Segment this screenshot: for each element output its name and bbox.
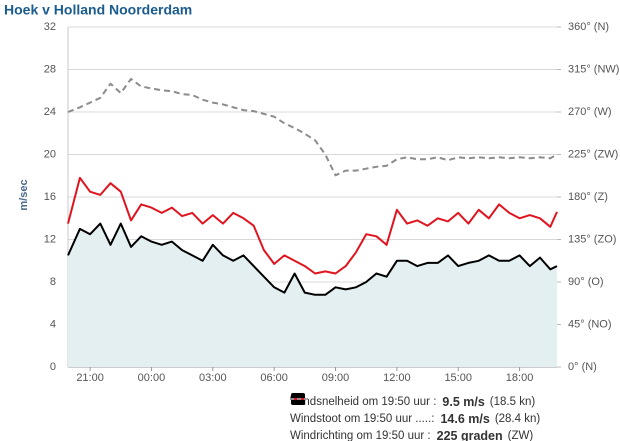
legend: Windsnelheid om 19:50 uur : 9.5 m/s (18.5 … (290, 393, 618, 441)
y-tick-label: 16 (44, 191, 56, 203)
x-tick-label: 18:00 (506, 372, 534, 384)
y-tick-label: 0 (50, 361, 56, 373)
legend-value: 225 graden (436, 428, 503, 441)
y-tick-label: 20 (44, 148, 56, 160)
x-tick-label: 03:00 (199, 372, 227, 384)
legend-note: (ZW) (507, 429, 534, 441)
x-tick-label: 15:00 (444, 372, 472, 384)
y-tick-label: 28 (44, 63, 56, 75)
legend-item: Windsnelheid om 19:50 uur : 9.5 m/s (18.5 … (290, 393, 618, 410)
area (68, 223, 557, 367)
y-tick-label: 32 (44, 21, 56, 33)
legend-item: Windrichting om 19:50 uur : 225 graden (ZW… (290, 398, 618, 441)
y2-tick-label: 360° (N) (568, 21, 609, 33)
y-axis-label: m/sec (18, 179, 30, 210)
y2-tick-label: 135° (ZO) (568, 233, 616, 245)
y2-tick-label: 180° (Z) (568, 191, 608, 203)
x-tick-label: 06:00 (260, 372, 288, 384)
x-tick-label: 21:00 (76, 372, 104, 384)
x-tick-label: 12:00 (383, 372, 411, 384)
series-line (67, 222, 558, 296)
y2-tick-label: 0° (N) (568, 361, 597, 373)
y2-tick-label: 270° (W) (568, 106, 612, 118)
y-tick-label: 12 (44, 233, 56, 245)
series-line (67, 176, 558, 275)
y2-tick-label: 45° (NO) (568, 318, 612, 330)
legend-label: Windsnelheid om 19:50 uur : (290, 395, 437, 408)
y-tick-label: 8 (50, 276, 56, 288)
y2-tick-label: 90° (O) (568, 276, 604, 288)
x-tick-label: 09:00 (322, 372, 350, 384)
x-tick-label: 00:00 (138, 372, 166, 384)
y2-tick-label: 225° (ZW) (568, 148, 618, 160)
legend-value: 14.6 m/s (440, 411, 490, 426)
legend-note: (28.4 kn) (494, 412, 541, 425)
chart-title: Hoek v Holland Noorderdam (4, 2, 192, 18)
y-tick-label: 4 (50, 318, 56, 330)
legend-label: Windrichting om 19:50 uur : (290, 429, 431, 441)
y-tick-label: 24 (44, 106, 56, 118)
legend-note: (18.5 kn) (489, 395, 536, 408)
y2-tick-label: 315° (NW) (568, 63, 619, 75)
legend-value: 9.5 m/s (442, 394, 485, 409)
series-line (67, 77, 558, 177)
legend-icon (290, 398, 306, 400)
legend-item: Windstoot om 19:50 uur .....: 14.6 m/s (28… (290, 398, 618, 427)
legend-label: Windstoot om 19:50 uur .....: (290, 412, 435, 425)
